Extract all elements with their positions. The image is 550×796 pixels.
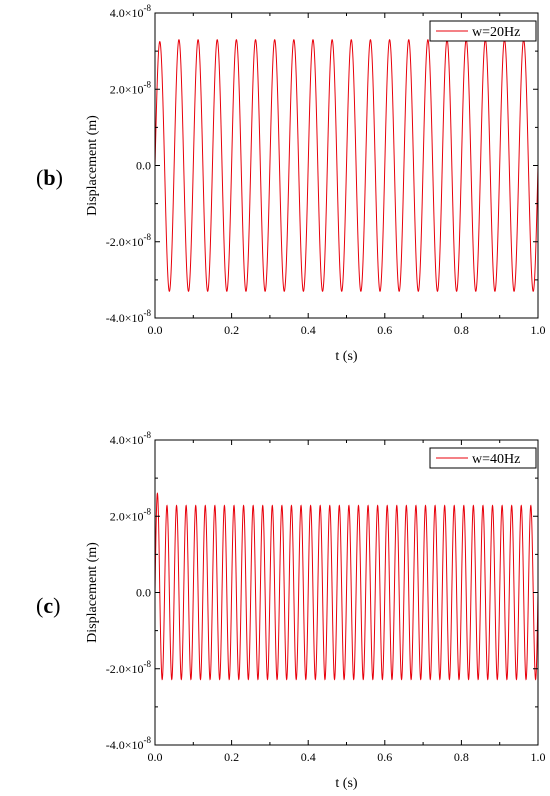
legend-box bbox=[429, 20, 537, 42]
chart-c: 0.0 0.2 0.4 0.6 0.8 1.0 4.0×10-8 2.0×10-8 0.0 -2.… bbox=[85, 430, 546, 791]
series-line-w=40Hz bbox=[154, 492, 539, 681]
x-tick-label: 0.4 bbox=[301, 750, 316, 764]
x-tick-label: 0.0 bbox=[148, 750, 163, 764]
x-tick-label: 0.2 bbox=[224, 323, 239, 337]
series-line-w=20Hz bbox=[154, 39, 539, 292]
x-tick-label: 1.0 bbox=[531, 750, 546, 764]
panel-label-c: (c) bbox=[36, 593, 60, 619]
panel-label-b-close: ) bbox=[55, 165, 63, 190]
x-axis-title: t (s) bbox=[335, 776, 358, 791]
y-tick-label: 0.0 bbox=[136, 159, 151, 173]
panel-label-b-letter: b bbox=[43, 165, 56, 190]
y-tick-label: -4.0×10-8 bbox=[106, 308, 152, 325]
x-tick-label: 0.0 bbox=[148, 323, 163, 337]
panel-label-c-close: ) bbox=[53, 593, 61, 618]
panel-label-b-open: ( bbox=[36, 165, 44, 190]
x-tick-label: 0.8 bbox=[454, 323, 469, 337]
y-axis-title: Displacement (m) bbox=[85, 542, 100, 643]
y-tick-label: 0.0 bbox=[136, 586, 151, 600]
legend-label: w=40Hz bbox=[472, 452, 520, 467]
y-tick-label: -2.0×10-8 bbox=[106, 659, 152, 676]
legend-box bbox=[429, 447, 537, 469]
y-tick-label: 4.0×10-8 bbox=[110, 430, 152, 447]
panel-label-b: (b) bbox=[36, 165, 63, 191]
x-tick-label: 0.6 bbox=[377, 323, 392, 337]
y-tick-label: -4.0×10-8 bbox=[106, 735, 152, 752]
panel-label-c-letter: c bbox=[43, 593, 54, 618]
y-tick-label: 4.0×10-8 bbox=[110, 3, 152, 20]
y-tick-label: 2.0×10-8 bbox=[110, 79, 152, 96]
x-tick-label: 0.2 bbox=[224, 750, 239, 764]
x-axis-title: t (s) bbox=[335, 349, 358, 364]
x-tick-label: 0.6 bbox=[377, 750, 392, 764]
y-tick-label: -2.0×10-8 bbox=[106, 232, 152, 249]
y-tick-label: 2.0×10-8 bbox=[110, 506, 152, 523]
legend-label: w=20Hz bbox=[472, 25, 520, 40]
x-tick-label: 0.8 bbox=[454, 750, 469, 764]
x-tick-label: 0.4 bbox=[301, 323, 316, 337]
panel-label-c-open: ( bbox=[36, 593, 44, 618]
x-tick-label: 1.0 bbox=[531, 323, 546, 337]
y-axis-title: Displacement (m) bbox=[85, 115, 100, 216]
chart-b: 0.0 0.2 0.4 0.6 0.8 1.0 4.0×10-8 2.0×10-8 0.0 -2.… bbox=[85, 3, 546, 364]
